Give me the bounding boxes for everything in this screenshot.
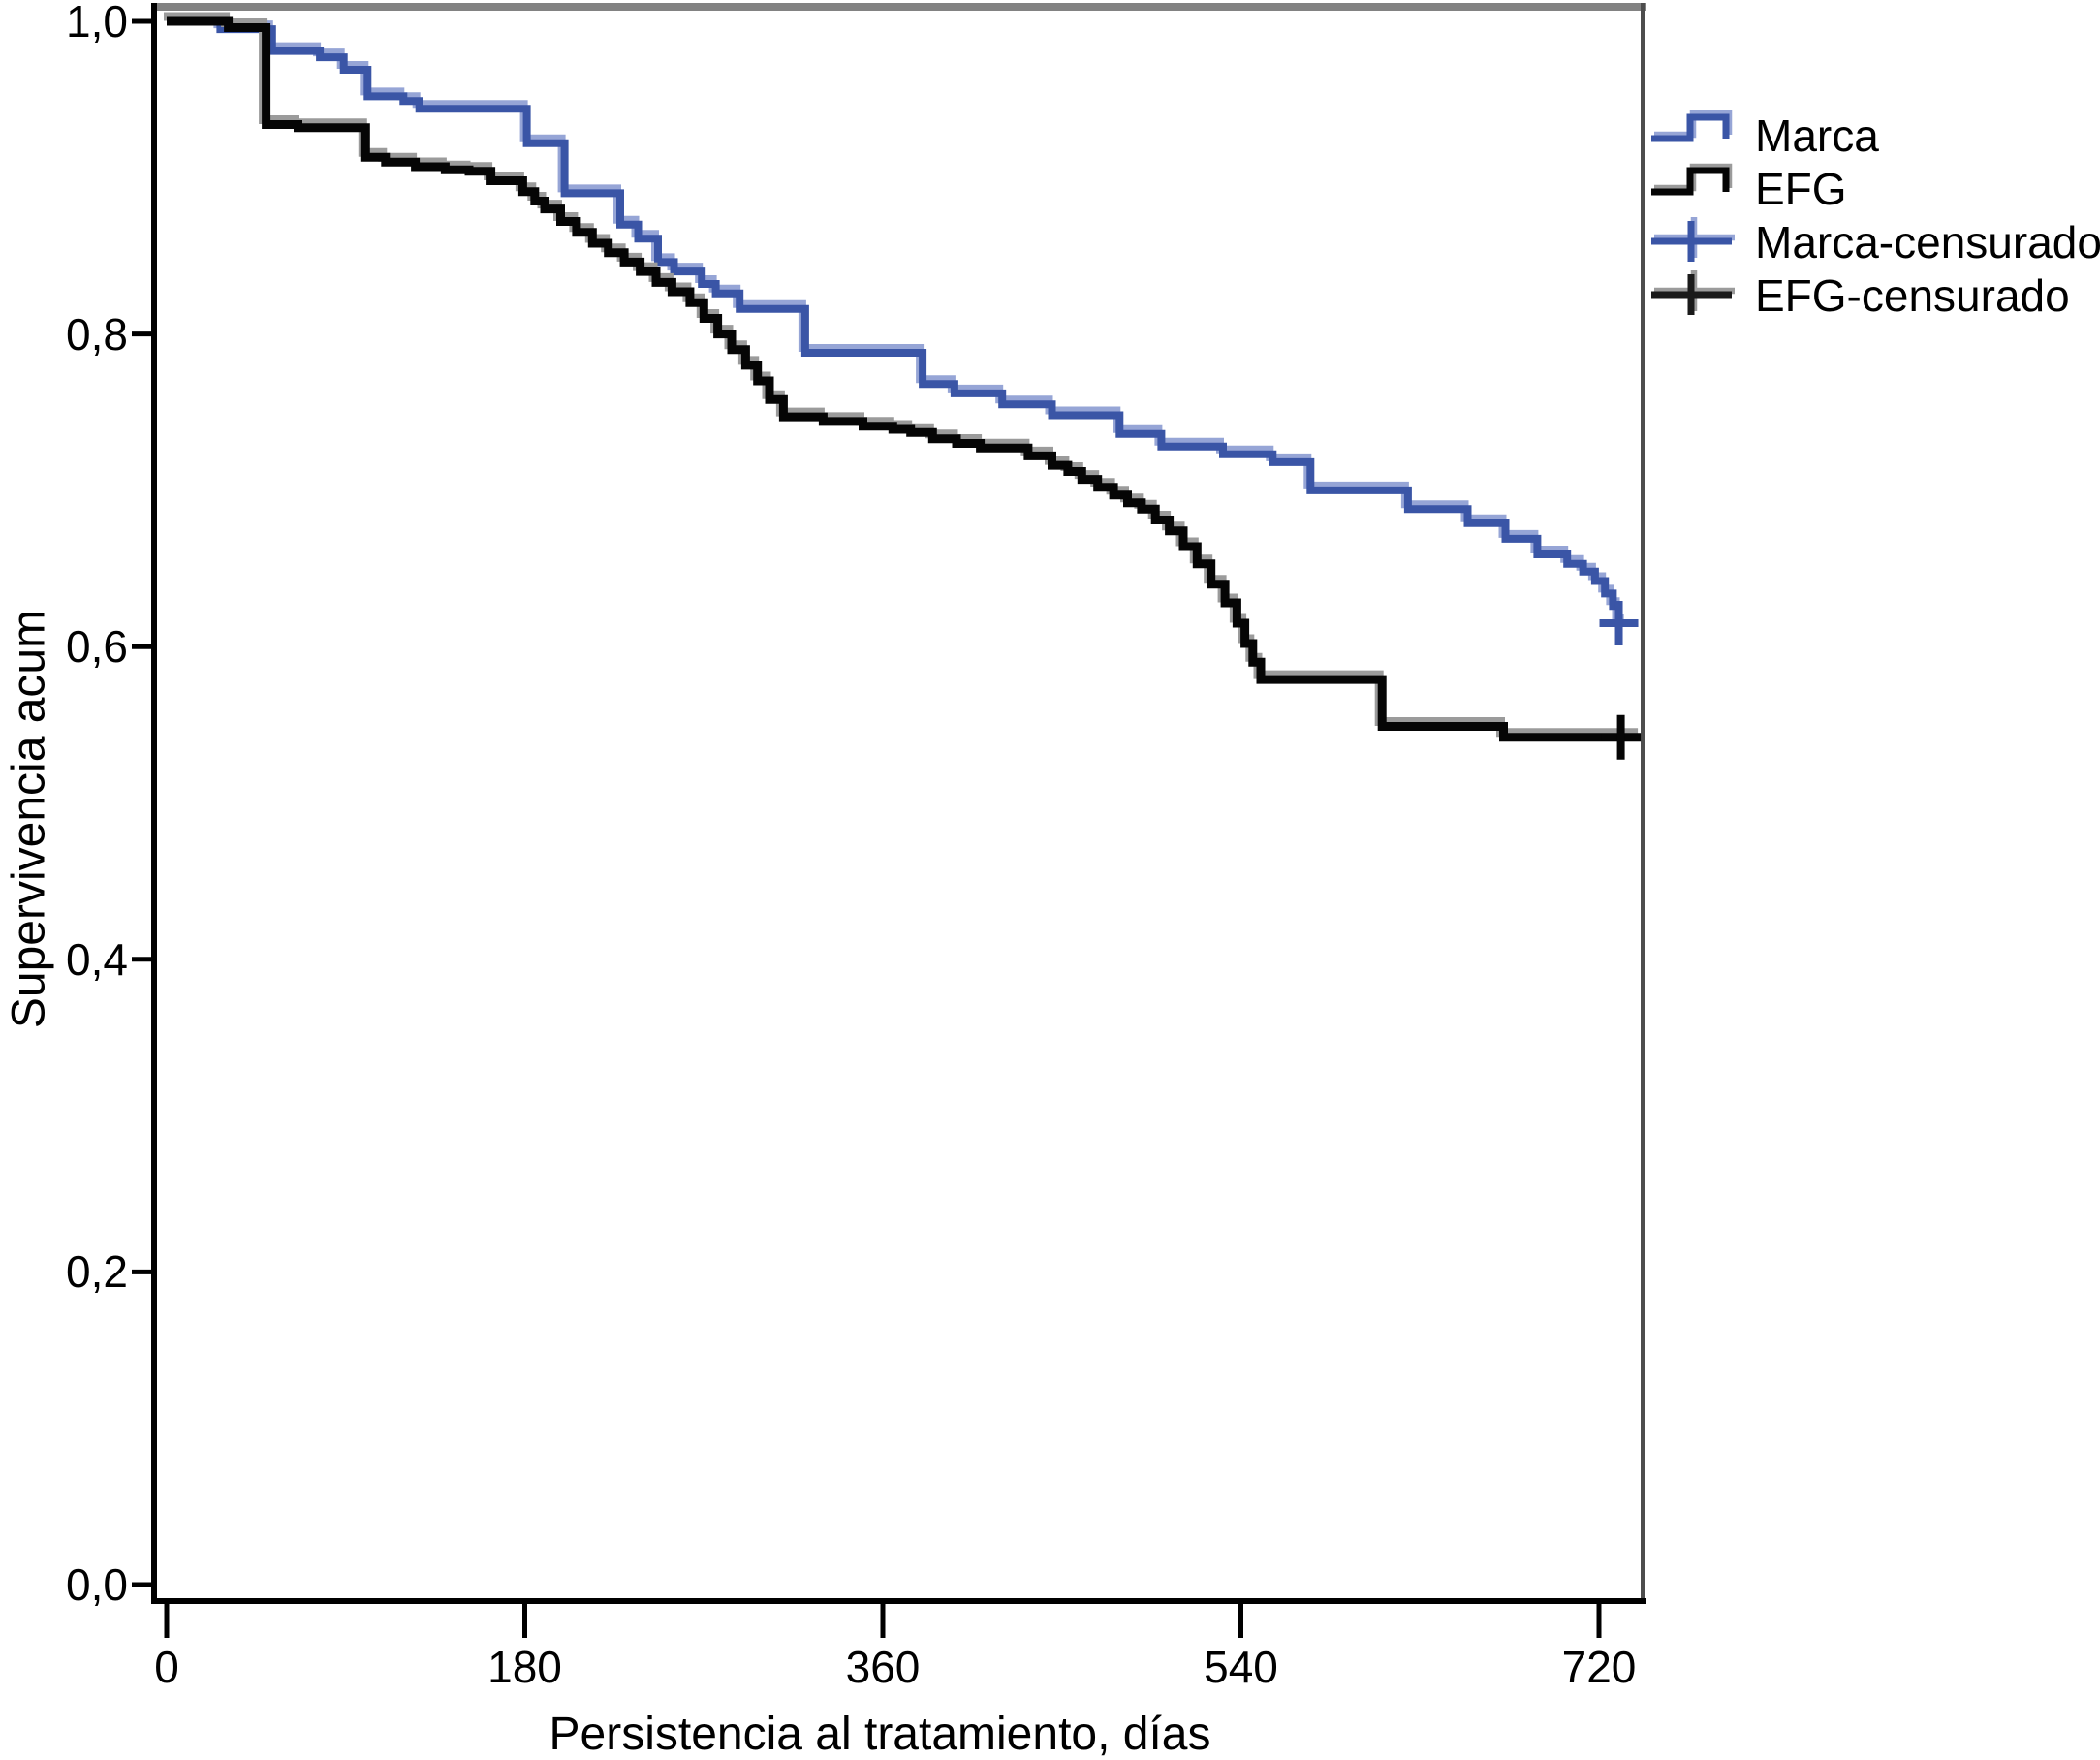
legend-label: Marca-censurado bbox=[1755, 216, 2100, 267]
legend-item-marca-censurado: Marca-censurado bbox=[1647, 215, 2100, 268]
y-tick-label: 1,0 bbox=[66, 0, 128, 47]
efg-censored-plus-icon bbox=[1651, 270, 1735, 315]
marca-step-line-icon bbox=[1651, 110, 1733, 142]
legend: Marca EFG Marca-censurado EFG-censurado bbox=[1647, 109, 2100, 322]
x-tick-label: 180 bbox=[487, 1642, 562, 1692]
x-tick-label: 360 bbox=[845, 1642, 921, 1692]
y-tick-label: 0,0 bbox=[66, 1559, 128, 1610]
x-axis-title: Persistencia al tratamiento, días bbox=[549, 1709, 1211, 1760]
y-tick-label: 0,4 bbox=[66, 933, 128, 985]
x-tick-label: 0 bbox=[154, 1642, 179, 1692]
x-tick-label: 540 bbox=[1204, 1642, 1278, 1692]
x-tick-label: 720 bbox=[1561, 1642, 1637, 1692]
legend-item-marca: Marca bbox=[1647, 109, 2100, 162]
marca-censored-plus-icon bbox=[1651, 217, 1735, 262]
legend-label: Marca bbox=[1755, 110, 1879, 161]
y-tick-label: 0,6 bbox=[66, 621, 128, 673]
efg-step-line-icon bbox=[1651, 163, 1733, 196]
legend-item-efg-censurado: EFG-censurado bbox=[1647, 268, 2100, 322]
legend-label: EFG-censurado bbox=[1755, 269, 2070, 321]
legend-item-efg: EFG bbox=[1647, 162, 2100, 215]
legend-label: EFG bbox=[1755, 163, 1847, 214]
y-tick-label: 0,2 bbox=[66, 1246, 128, 1298]
y-tick-label: 0,8 bbox=[66, 308, 128, 360]
